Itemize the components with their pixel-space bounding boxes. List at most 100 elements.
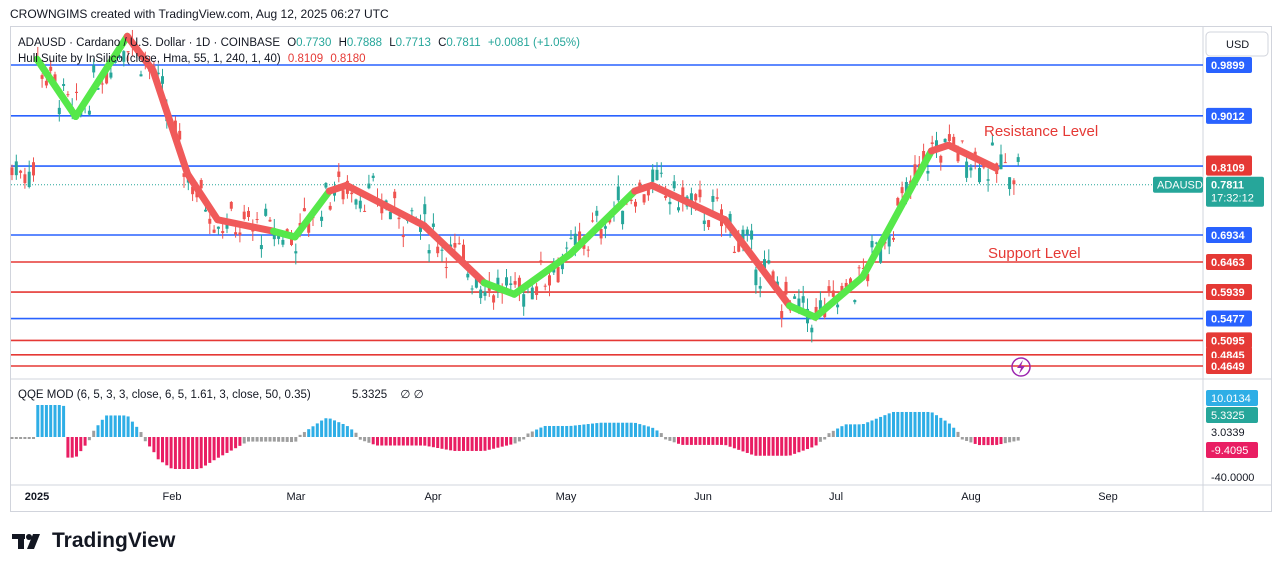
x-tick-label: Apr	[424, 491, 441, 503]
candle-body	[741, 229, 745, 244]
hull-segment	[72, 32, 131, 121]
lightning-icon[interactable]	[1011, 357, 1031, 377]
candle-body	[638, 182, 642, 188]
candle-body	[427, 250, 431, 254]
qqe-bar	[376, 437, 379, 446]
candle-body	[634, 201, 637, 207]
qqe-bar	[771, 437, 775, 456]
qqe-bar	[526, 433, 530, 437]
qqe-bar	[113, 415, 117, 437]
candle-body	[788, 309, 792, 311]
qqe-bar	[844, 424, 848, 437]
candle-body	[264, 208, 268, 216]
candle-body	[49, 66, 53, 71]
qqe-bar	[892, 411, 895, 437]
qqe-bar	[307, 429, 311, 437]
x-tick-label: Sep	[1098, 491, 1118, 503]
hull-segment	[648, 181, 729, 224]
qqe-axis-tag	[1206, 390, 1258, 406]
candle-body	[191, 186, 195, 195]
qqe-bar	[677, 437, 680, 444]
candle-body	[956, 148, 960, 162]
candle-body	[268, 219, 272, 222]
candle-body	[388, 211, 392, 220]
hull-segment	[480, 279, 518, 298]
level-tag	[1206, 57, 1252, 73]
candle-body	[810, 327, 814, 333]
qqe-bar	[935, 415, 938, 437]
qqe-bar	[849, 424, 852, 437]
qqe-bar	[328, 418, 332, 437]
candle-body	[922, 151, 926, 164]
candle-body	[118, 56, 121, 59]
qqe-bar	[345, 426, 349, 437]
level-tag	[1206, 358, 1252, 374]
qqe-bar	[917, 411, 921, 437]
qqe-bar	[694, 437, 698, 445]
candle-body	[827, 286, 831, 293]
candle-body	[582, 244, 586, 249]
qqe-bar	[960, 437, 964, 440]
candle-body	[517, 277, 521, 292]
qqe-bar	[698, 437, 702, 445]
qqe-bar	[573, 425, 577, 437]
candle-body	[40, 75, 44, 79]
qqe-bar	[780, 437, 784, 456]
candle-body	[320, 216, 324, 221]
qqe-bar	[204, 437, 207, 466]
candle-body	[960, 140, 964, 142]
candle-body	[212, 229, 216, 233]
qqe-bar	[272, 437, 276, 442]
candle-body	[904, 182, 908, 196]
symbol-tag	[1153, 176, 1203, 193]
qqe-bar	[603, 422, 607, 437]
qqe-bar	[784, 437, 788, 456]
qqe-bar	[173, 437, 177, 469]
qqe-bar	[952, 427, 956, 437]
qqe-bar	[44, 405, 48, 437]
candle-body	[350, 192, 354, 195]
qqe-bar	[965, 437, 969, 441]
qqe-bar	[363, 437, 367, 442]
candle-body	[483, 291, 487, 296]
qqe-bar	[49, 405, 53, 437]
qqe-bar	[642, 425, 646, 437]
qqe-bar	[522, 437, 526, 440]
candle-body	[410, 210, 414, 212]
qqe-bar	[806, 437, 809, 450]
qqe-bar	[685, 437, 689, 445]
qqe-bar	[57, 405, 61, 437]
qqe-bar	[414, 437, 418, 446]
level-tag	[1206, 226, 1252, 243]
candle-body	[393, 191, 397, 199]
hull-segment	[811, 273, 867, 321]
qqe-bar	[840, 426, 844, 437]
candle-body	[380, 202, 384, 214]
qqe-bar	[634, 422, 637, 437]
level-tag	[1206, 107, 1252, 124]
candle-body	[139, 74, 143, 77]
candle-body	[229, 202, 233, 209]
qqe-bar	[947, 423, 951, 437]
candle-body	[341, 190, 345, 200]
hull-segment	[786, 302, 819, 321]
candle-body	[913, 164, 917, 179]
qqe-bar	[333, 420, 336, 437]
candle-body	[698, 189, 702, 198]
qqe-bar	[595, 423, 599, 437]
qqe-bar	[818, 437, 822, 442]
qqe-bar	[27, 437, 31, 439]
candle-body	[1003, 162, 1007, 164]
candle-body	[556, 266, 560, 283]
level-tag-label: 0.9012	[1211, 111, 1245, 123]
qqe-bar	[199, 437, 203, 469]
qqe-bar	[380, 437, 384, 446]
level-tag	[1206, 332, 1252, 349]
candle-body	[711, 196, 715, 202]
candle-body	[92, 65, 96, 73]
currency-button[interactable]	[1205, 31, 1269, 57]
candle-body	[763, 259, 766, 269]
qqe-bar	[281, 437, 285, 442]
candle-body	[935, 140, 938, 147]
